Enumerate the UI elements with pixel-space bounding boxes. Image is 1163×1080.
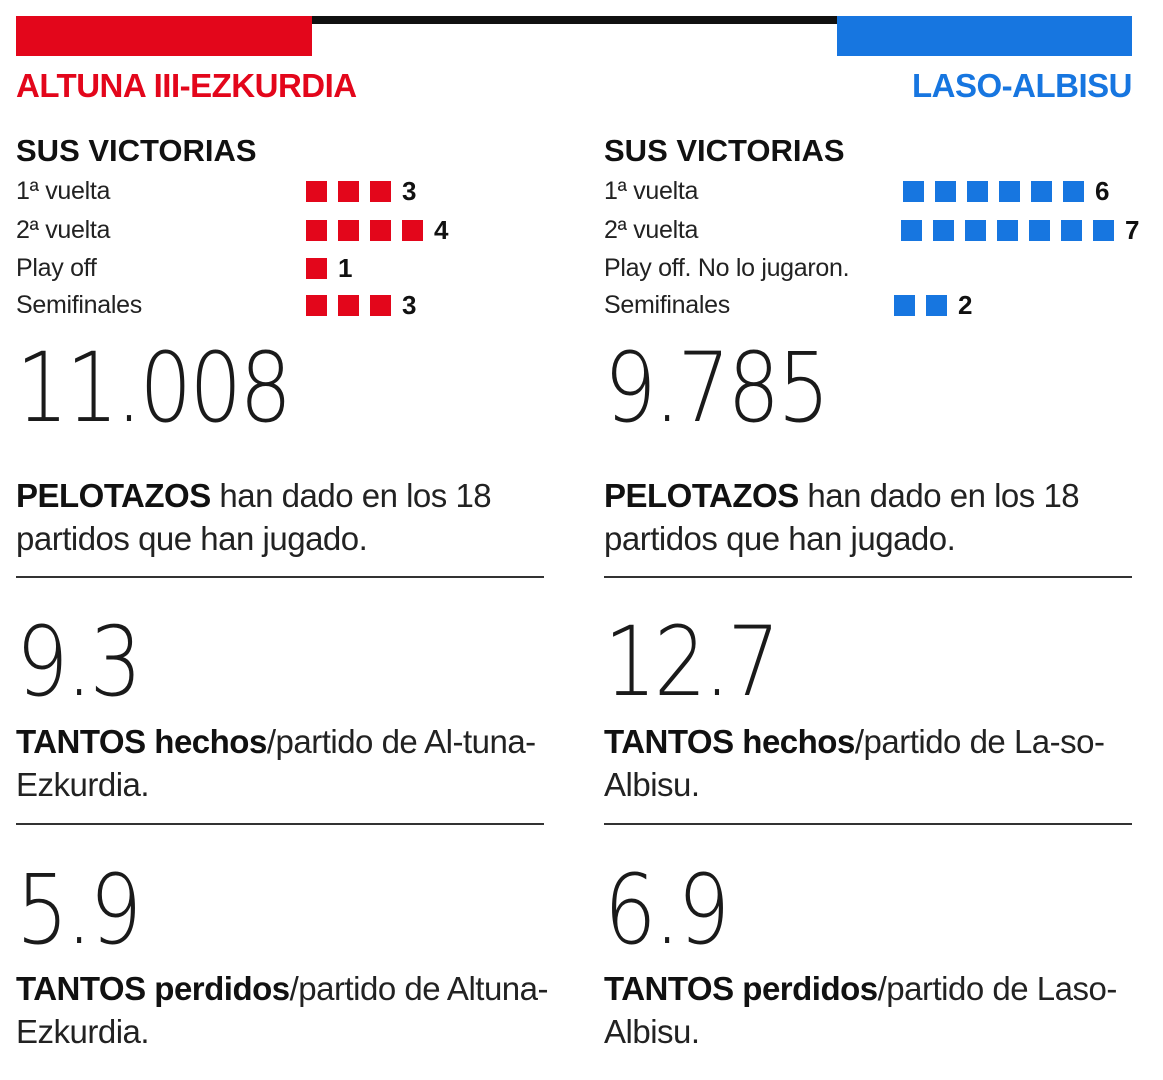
victory-square — [999, 180, 1020, 202]
section-divider — [16, 576, 544, 578]
victory-count: 3 — [402, 290, 417, 320]
victory-square — [306, 219, 327, 241]
victory-square — [402, 219, 423, 241]
tantos-hechos-text: /partido de Al-tuna-Ezkurdia. — [16, 723, 536, 803]
victory-square — [306, 257, 327, 279]
victory-square — [338, 219, 359, 241]
victory-square — [370, 219, 391, 241]
right-team-color-bar — [837, 16, 1132, 56]
left-team-column: SUS VICTORIAS 1ª vuelta 3 2ª vuelta 4 Pl… — [16, 0, 556, 1080]
victories-title: SUS VICTORIAS — [16, 133, 257, 168]
victory-square — [967, 180, 988, 202]
victory-count: 4 — [434, 215, 449, 245]
victory-squares: 2 — [894, 287, 972, 323]
victory-squares: 4 — [306, 212, 448, 248]
victory-round-label: Play off. No lo jugaron. — [604, 254, 850, 282]
pelotazos-bold-label: PELOTAZOS — [604, 477, 799, 514]
tantos-hechos-bold-label: TANTOS hechos — [604, 723, 855, 760]
tantos-hechos-description: TANTOS hechos/partido de Al-tuna-Ezkurdi… — [16, 720, 556, 806]
victory-round-label: 2ª vuelta — [604, 216, 699, 244]
section-divider — [604, 576, 1132, 578]
tantos-perdidos-text: /partido de Laso-Albisu. — [604, 970, 1117, 1050]
tantos-hechos-text: /partido de La-so-Albisu. — [604, 723, 1105, 803]
section-divider — [16, 823, 544, 825]
tantos-hechos-description: TANTOS hechos/partido de La-so-Albisu. — [604, 720, 1144, 806]
victory-square — [1061, 219, 1082, 241]
victory-square — [901, 219, 922, 241]
victory-square — [306, 294, 327, 316]
victory-square — [370, 294, 391, 316]
right-team-title: LASO-ALBISU — [912, 67, 1133, 104]
victory-round-label: Play off — [16, 254, 97, 282]
tantos-perdidos-value: 5.9 — [16, 854, 142, 966]
section-divider — [604, 823, 1132, 825]
tantos-hechos-value: 12.7 — [604, 606, 780, 718]
victory-round-label: 2ª vuelta — [16, 216, 111, 244]
victory-squares: 1 — [306, 250, 352, 286]
victory-round-label: 1ª vuelta — [604, 177, 699, 205]
victory-count: 1 — [338, 253, 353, 283]
victory-square — [370, 180, 391, 202]
victory-square — [935, 180, 956, 202]
top-rule — [16, 16, 1132, 24]
victory-square — [894, 294, 915, 316]
victory-square — [338, 294, 359, 316]
pelotazos-value: 11.008 — [16, 332, 292, 444]
pelotazos-description: PELOTAZOS han dado en los 18 partidos qu… — [16, 474, 556, 560]
victory-squares: 3 — [306, 287, 416, 323]
pelotazos-value: 9.785 — [604, 332, 830, 444]
left-team-color-bar — [16, 16, 312, 56]
tantos-perdidos-bold-label: TANTOS perdidos — [604, 970, 878, 1007]
victory-round-label: Semifinales — [604, 291, 730, 319]
tantos-perdidos-text: /partido de Altuna-Ezkurdia. — [16, 970, 549, 1050]
pelotazos-description: PELOTAZOS han dado en los 18 partidos qu… — [604, 474, 1144, 560]
victory-square — [903, 180, 924, 202]
tantos-perdidos-description: TANTOS perdidos/partido de Laso-Albisu. — [604, 967, 1144, 1053]
victory-squares: 6 — [903, 173, 1109, 209]
victory-square — [997, 219, 1018, 241]
victory-square — [926, 294, 947, 316]
victory-round-label: 1ª vuelta — [16, 177, 111, 205]
victory-square — [1029, 219, 1050, 241]
victory-square — [933, 219, 954, 241]
victory-squares: 7 — [901, 212, 1139, 248]
victory-square — [1093, 219, 1114, 241]
victory-square — [965, 219, 986, 241]
victory-count: 3 — [402, 176, 417, 206]
victory-squares: 3 — [306, 173, 416, 209]
left-team-title: ALTUNA III-EZKURDIA — [16, 67, 357, 104]
victory-square — [338, 180, 359, 202]
tantos-perdidos-bold-label: TANTOS perdidos — [16, 970, 290, 1007]
victory-count: 2 — [958, 290, 973, 320]
victories-title: SUS VICTORIAS — [604, 133, 845, 168]
tantos-hechos-value: 9.3 — [16, 606, 142, 718]
tantos-perdidos-description: TANTOS perdidos/partido de Altuna-Ezkurd… — [16, 967, 556, 1053]
victory-square — [1031, 180, 1052, 202]
right-team-column: SUS VICTORIAS 1ª vuelta 6 2ª vuelta 7 Pl… — [604, 0, 1139, 1080]
victory-count: 6 — [1095, 176, 1110, 206]
victory-round-label: Semifinales — [16, 291, 142, 319]
pelotazos-text: han dado en los 18 partidos que han juga… — [604, 477, 1080, 557]
victory-count: 7 — [1125, 215, 1140, 245]
pelotazos-text: han dado en los 18 partidos que han juga… — [16, 477, 492, 557]
tantos-hechos-bold-label: TANTOS hechos — [16, 723, 267, 760]
pelotazos-bold-label: PELOTAZOS — [16, 477, 211, 514]
victory-square — [1063, 180, 1084, 202]
victory-square — [306, 180, 327, 202]
tantos-perdidos-value: 6.9 — [604, 854, 730, 966]
